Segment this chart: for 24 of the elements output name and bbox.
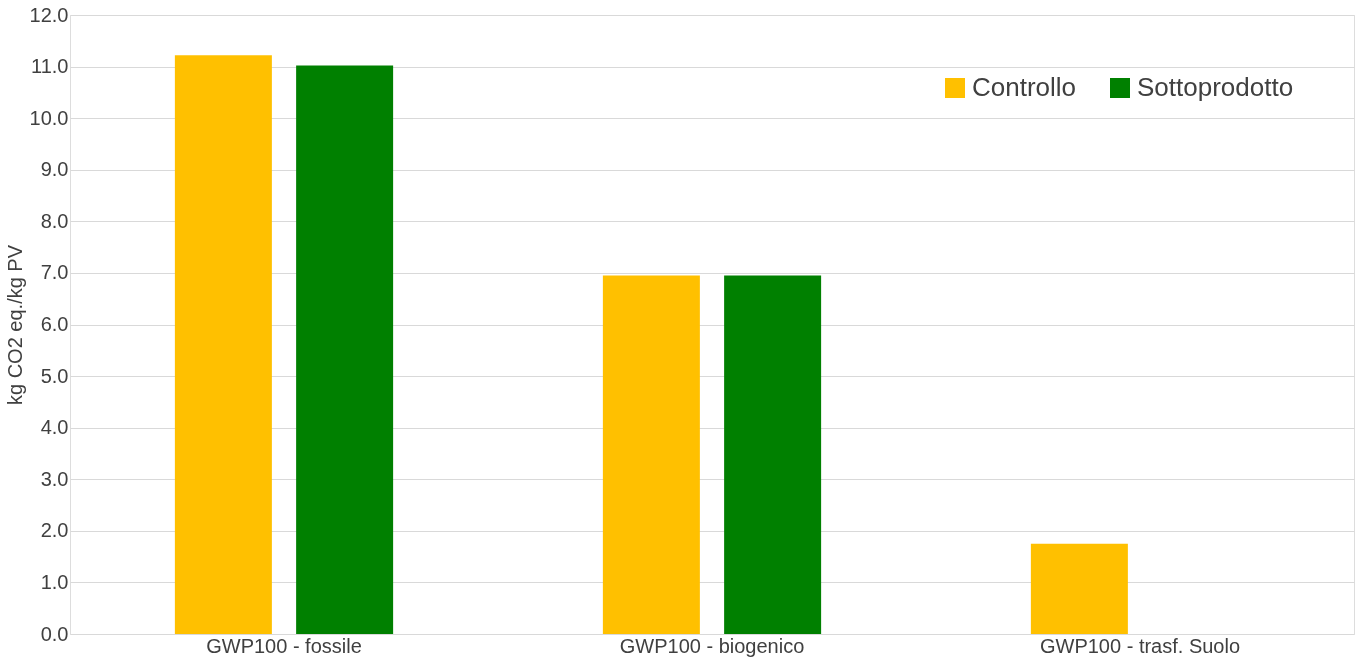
y-tick-label: 5.0 <box>40 364 69 387</box>
y-tick-label: 10.0 <box>29 106 69 129</box>
bar <box>724 275 822 634</box>
y-tick-label: 9.0 <box>40 158 69 181</box>
y-tick-label: 12.0 <box>29 3 69 26</box>
y-tick-label: 8.0 <box>40 209 69 232</box>
x-tick-label: GWP100 - biogenico <box>619 634 805 657</box>
y-tick-label: 7.0 <box>40 261 69 284</box>
x-tick-label: GWP100 - fossile <box>206 634 362 657</box>
y-tick-label: 11.0 <box>31 55 69 78</box>
x-tick-label: GWP100 - trasf. Suolo <box>1039 634 1241 657</box>
y-axis-title: kg CO2 eq./kg PV <box>3 244 26 406</box>
y-tick-label: 3.0 <box>40 467 69 490</box>
bar <box>174 55 272 634</box>
y-tick-label: 1.0 <box>40 570 69 593</box>
bar <box>1030 543 1128 634</box>
y-tick-label: 4.0 <box>40 416 69 439</box>
y-tick-label: 0.0 <box>40 622 69 645</box>
legend-label: Sottoprodotto <box>1137 72 1294 102</box>
bar <box>296 65 394 634</box>
y-tick-label: 6.0 <box>40 313 69 335</box>
bar <box>602 275 700 634</box>
y-tick-label: 2.0 <box>40 519 69 542</box>
legend-label: Controllo <box>972 72 1077 102</box>
